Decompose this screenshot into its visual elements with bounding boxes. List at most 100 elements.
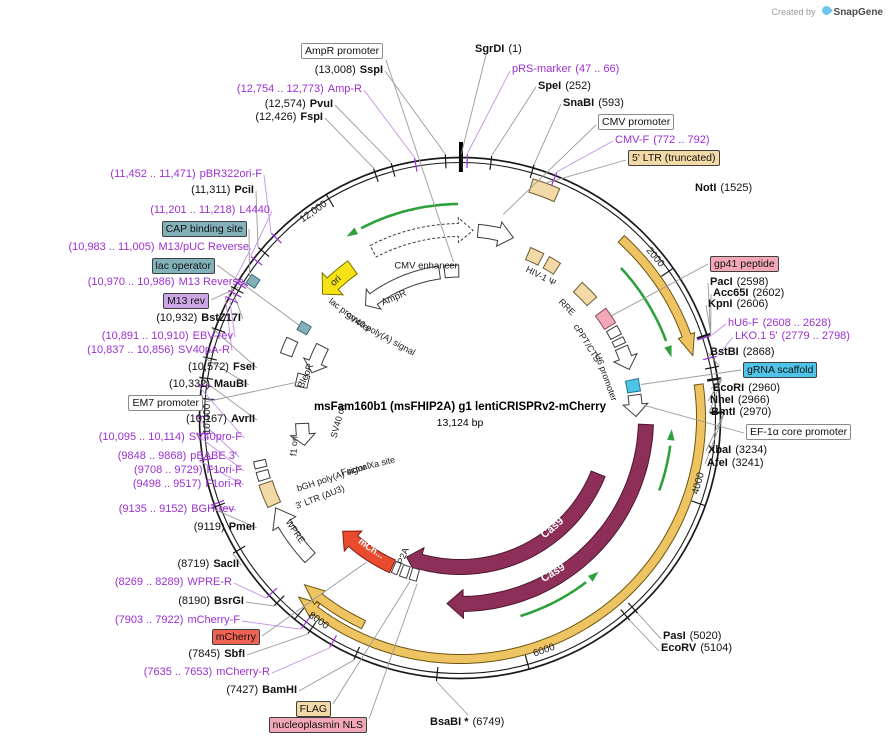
primer-label-prs-marker[interactable]: pRS-marker (47 .. 66) bbox=[512, 63, 619, 76]
primer-label-pbr322ori-f[interactable]: (11,452 .. 11,471) pBR322ori-F bbox=[110, 168, 262, 181]
rre-box[interactable] bbox=[572, 281, 598, 307]
feature-label-em7-promoter[interactable]: EM7 promoter bbox=[128, 395, 203, 411]
enzyme-label-kpni[interactable]: KpnI (2606) bbox=[708, 298, 768, 311]
feature-label-mcherry[interactable]: mCherry bbox=[211, 629, 260, 645]
cas9-arc-inner[interactable] bbox=[405, 470, 606, 577]
enzyme-label-sbfi[interactable]: (7845) SbfI bbox=[188, 648, 245, 661]
feature-label-m13-rev[interactable]: M13 rev bbox=[163, 293, 209, 309]
bleor-arrow[interactable] bbox=[302, 342, 329, 374]
feature-label-gp41-peptide[interactable]: gp41 peptide bbox=[710, 256, 779, 272]
primer-label-l4440[interactable]: (11,201 .. 11,218) L4440 bbox=[150, 204, 270, 217]
enzyme-label-bstz17i[interactable]: (10,932) BstZ17I bbox=[156, 312, 241, 325]
orf-arc-1[interactable] bbox=[617, 234, 696, 357]
enzyme-label-bsrgi[interactable]: (8190) BsrGI bbox=[178, 595, 244, 608]
bgh-pa-box-1[interactable] bbox=[255, 468, 271, 483]
5-ltr-truncated-arc[interactable] bbox=[528, 178, 561, 203]
cap-binding-site-box[interactable] bbox=[245, 273, 261, 289]
cppt-box-2[interactable] bbox=[611, 336, 627, 349]
f1-ori-arrow[interactable] bbox=[289, 422, 317, 447]
enzyme-label-spei[interactable]: SpeI (252) bbox=[538, 80, 591, 93]
feature-label-cmv-enhancer[interactable]: CMV enhancer bbox=[394, 260, 458, 272]
feature-label-flag[interactable]: FLAG bbox=[295, 701, 331, 717]
primer-label-f1ori-f[interactable]: (9708 .. 9729) F1ori-F bbox=[134, 464, 242, 477]
feature-label-f1-ori[interactable]: f1 ori bbox=[288, 435, 300, 457]
primer-label-amp-r[interactable]: (12,754 .. 12,773) Amp-R bbox=[237, 83, 362, 96]
orf-arrow-green-4[interactable] bbox=[520, 581, 587, 618]
enzyme-label-pcii[interactable]: (11,311) PciI bbox=[191, 184, 254, 197]
feature-label-cap-binding-site[interactable]: CAP binding site bbox=[161, 221, 247, 237]
primer-label-bgh-rev[interactable]: (9135 .. 9152) BGH-rev bbox=[119, 503, 234, 516]
enzyme-label-pmei[interactable]: (9119) PmeI bbox=[194, 521, 255, 534]
primer-label-cmv-f[interactable]: CMV-F (772 .. 792) bbox=[615, 134, 710, 147]
gp41-peptide-box[interactable] bbox=[594, 307, 617, 331]
orf-arrow-green-2[interactable] bbox=[619, 267, 668, 342]
enzyme-label-ecorv[interactable]: EcoRV (5104) bbox=[661, 642, 732, 655]
enzyme-label-pvui[interactable]: (12,574) PvuI bbox=[265, 98, 333, 111]
primer-label-pbabe-3[interactable]: (9848 .. 9868) pBABE 3' bbox=[118, 450, 237, 463]
ori-arrow[interactable] bbox=[321, 260, 358, 296]
enzyme-label-maubi[interactable]: (10,332) MauBI bbox=[169, 378, 247, 391]
ampr-arrow[interactable] bbox=[364, 265, 441, 310]
u6-promoter-arrow[interactable] bbox=[612, 344, 638, 371]
enzyme-label-acc65i[interactable]: Acc65I (2602) bbox=[713, 287, 784, 300]
enzyme-label-bsabi[interactable]: BsaBI * (6749) bbox=[430, 716, 504, 729]
primer-label-m13-reverse[interactable]: (10,970 .. 10,986) M13 Reverse bbox=[88, 276, 244, 289]
feature-label-nucleoplasmin-nls[interactable]: nucleoplasmin NLS bbox=[268, 717, 367, 733]
hiv1-psi-box-1[interactable] bbox=[524, 246, 545, 266]
feature-label-ampr-promoter[interactable]: AmpR promoter bbox=[301, 43, 384, 59]
primer-label-hu6-f[interactable]: hU6-F (2608 .. 2628) bbox=[728, 317, 831, 330]
mcherry-arc[interactable] bbox=[342, 530, 396, 574]
primer-label-sv40pro-f[interactable]: (10,095 .. 10,114) SV40pro-F bbox=[99, 431, 242, 444]
cppt-box-1[interactable] bbox=[605, 324, 623, 341]
enzyme-label-sspi[interactable]: (13,008) SspI bbox=[315, 64, 383, 77]
enzyme-label-bamhi[interactable]: (7427) BamHI bbox=[226, 684, 297, 697]
feature-label-lac-operator[interactable]: lac operator bbox=[151, 258, 215, 274]
enzyme-label-fspi[interactable]: (12,426) FspI bbox=[255, 111, 323, 124]
primer-label-m13-puc-reverse[interactable]: (10,983 .. 11,005) M13/pUC Reverse bbox=[68, 241, 249, 254]
cmv-promoter-arrow[interactable] bbox=[476, 220, 515, 248]
nucleoplasmin-nls-box[interactable] bbox=[408, 567, 421, 582]
3-ltr-du3-box[interactable] bbox=[258, 480, 282, 509]
bgh-pa-box-2[interactable] bbox=[253, 458, 268, 470]
primer-label-f1ori-r[interactable]: (9498 .. 9517) F1ori-R bbox=[133, 478, 242, 491]
enzyme-label-paci[interactable]: PacI (2598) bbox=[710, 276, 768, 289]
cmv-enhancer-arrow[interactable] bbox=[369, 216, 474, 258]
primer-label-mcherry-r[interactable]: (7635 .. 7653) mCherry-R bbox=[144, 666, 270, 679]
cas9-arc-outer[interactable] bbox=[446, 423, 654, 620]
enzyme-label-fsei[interactable]: (10,572) FseI bbox=[188, 361, 255, 374]
ampr-promoter-box[interactable] bbox=[443, 264, 460, 279]
enzyme-label-xbai[interactable]: XbaI (3234) bbox=[708, 444, 767, 457]
feature-label-5-ltr-truncated[interactable]: 5' LTR (truncated) bbox=[628, 150, 720, 166]
enzyme-label-afei[interactable]: AfeI (3241) bbox=[707, 457, 764, 470]
enzyme-label-nhei[interactable]: NheI (2966) bbox=[710, 394, 770, 407]
primer-label-ebv-rev[interactable]: (10,891 .. 10,910) EBV-rev bbox=[102, 330, 233, 343]
enzyme-label-sgrdi[interactable]: SgrDI (1) bbox=[475, 43, 522, 56]
primer-label-mcherry-f[interactable]: (7903 .. 7922) mCherry-F bbox=[115, 614, 240, 627]
orf-arc-2[interactable] bbox=[297, 383, 706, 664]
wpre-arrow[interactable] bbox=[272, 507, 316, 564]
grna-scaffold-box[interactable] bbox=[624, 377, 642, 394]
enzyme-label-snabi[interactable]: SnaBI (593) bbox=[563, 97, 624, 110]
feature-label-ef1a-core-promoter[interactable]: EF-1α core promoter bbox=[746, 424, 852, 440]
em7-promoter-box[interactable] bbox=[294, 372, 311, 389]
enzyme-label-sacii[interactable]: (8719) SacII bbox=[178, 558, 239, 571]
enzyme-label-ecori[interactable]: EcoRI (2960) bbox=[713, 382, 780, 395]
primer-label-lko1-5[interactable]: LKO.1 5' (2779 .. 2798) bbox=[735, 330, 850, 343]
primer-label-wpre-r[interactable]: (8269 .. 8289) WPRE-R bbox=[115, 576, 232, 589]
lac-operator-box[interactable] bbox=[296, 320, 312, 336]
hiv1-psi-box-2[interactable] bbox=[542, 255, 562, 275]
orf-arrow-green-3[interactable] bbox=[657, 445, 672, 491]
enzyme-label-pasi[interactable]: PasI (5020) bbox=[663, 630, 721, 643]
enzyme-label-bstbi[interactable]: BstBI (2868) bbox=[710, 346, 775, 359]
flag-box[interactable] bbox=[398, 563, 411, 579]
orf-arrow-green-1[interactable] bbox=[360, 202, 459, 230]
enzyme-label-avrii[interactable]: (10,167) AvrII bbox=[186, 413, 255, 426]
feature-label-grna-scaffold[interactable]: gRNA scaffold bbox=[743, 362, 818, 378]
ef1a-core-promoter-arrow[interactable] bbox=[621, 393, 650, 418]
enzyme-label-bmti[interactable]: BmtI (2970) bbox=[711, 406, 771, 419]
sv40-ori-box[interactable] bbox=[279, 336, 299, 358]
enzyme-label-noti[interactable]: NotI (1525) bbox=[695, 182, 752, 195]
feature-label-cmv-promoter[interactable]: CMV promoter bbox=[598, 114, 675, 130]
primer-label-sv40pa-r[interactable]: (10,837 .. 10,856) SV40pA-R bbox=[87, 344, 230, 357]
p2a-box[interactable] bbox=[390, 560, 402, 576]
